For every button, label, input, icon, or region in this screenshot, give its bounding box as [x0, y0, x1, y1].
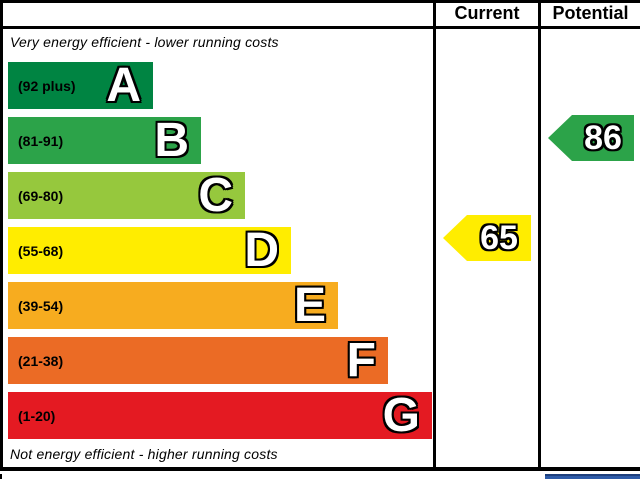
band-range-label: (81-91): [18, 132, 64, 149]
band-range-label: (21-38): [18, 352, 64, 369]
rating-band: (55-68) D: [8, 223, 291, 277]
table-border-left: [0, 0, 3, 471]
lower-section-border: [0, 474, 2, 479]
rating-band: (81-91) B: [8, 113, 201, 167]
current-column-header: Current: [454, 2, 520, 23]
current-arrow-tip-icon: [443, 215, 467, 261]
band-range-label: (39-54): [18, 297, 64, 314]
band-range-label: (92 plus): [18, 77, 76, 94]
potential-rating-arrow: 86: [548, 115, 634, 161]
band-letter: B: [154, 113, 189, 167]
band-letter: C: [198, 168, 233, 222]
potential-column-divider: [538, 0, 541, 471]
band-range-label: (69-80): [18, 187, 64, 204]
band-list: (92 plus) A (81-91) B (69-80) C (55-68) …: [8, 58, 432, 442]
band-letter: D: [244, 223, 279, 277]
band-letter: G: [382, 388, 420, 442]
potential-arrow-body: 86: [572, 115, 634, 161]
rating-band: (92 plus) A: [8, 58, 153, 112]
current-arrow-body: 65: [467, 215, 531, 261]
band-range-label: (1-20): [18, 407, 56, 424]
top-note: Very energy efficient - lower running co…: [10, 34, 279, 50]
rating-band: (21-38) F: [8, 333, 388, 387]
potential-rating-value: 86: [584, 119, 622, 157]
rating-band: (39-54) E: [8, 278, 338, 332]
potential-column-header: Potential: [552, 2, 629, 23]
bottom-note: Not energy efficient - higher running co…: [10, 446, 278, 462]
current-column-divider: [433, 0, 436, 471]
potential-arrow-tip-icon: [548, 115, 572, 161]
rating-band: (1-20) G: [8, 388, 432, 442]
rating-band: (69-80) C: [8, 168, 245, 222]
band-letter: A: [106, 58, 141, 112]
table-border-top: [0, 0, 640, 3]
current-rating-arrow: 65: [443, 215, 531, 261]
eu-flag-top-edge: [545, 474, 640, 479]
table-border-bottom: [0, 467, 640, 471]
header-divider-line: [0, 26, 640, 29]
band-letter: F: [346, 333, 376, 387]
band-range-label: (55-68): [18, 242, 64, 259]
current-rating-value: 65: [480, 219, 518, 257]
band-letter: E: [293, 278, 326, 332]
